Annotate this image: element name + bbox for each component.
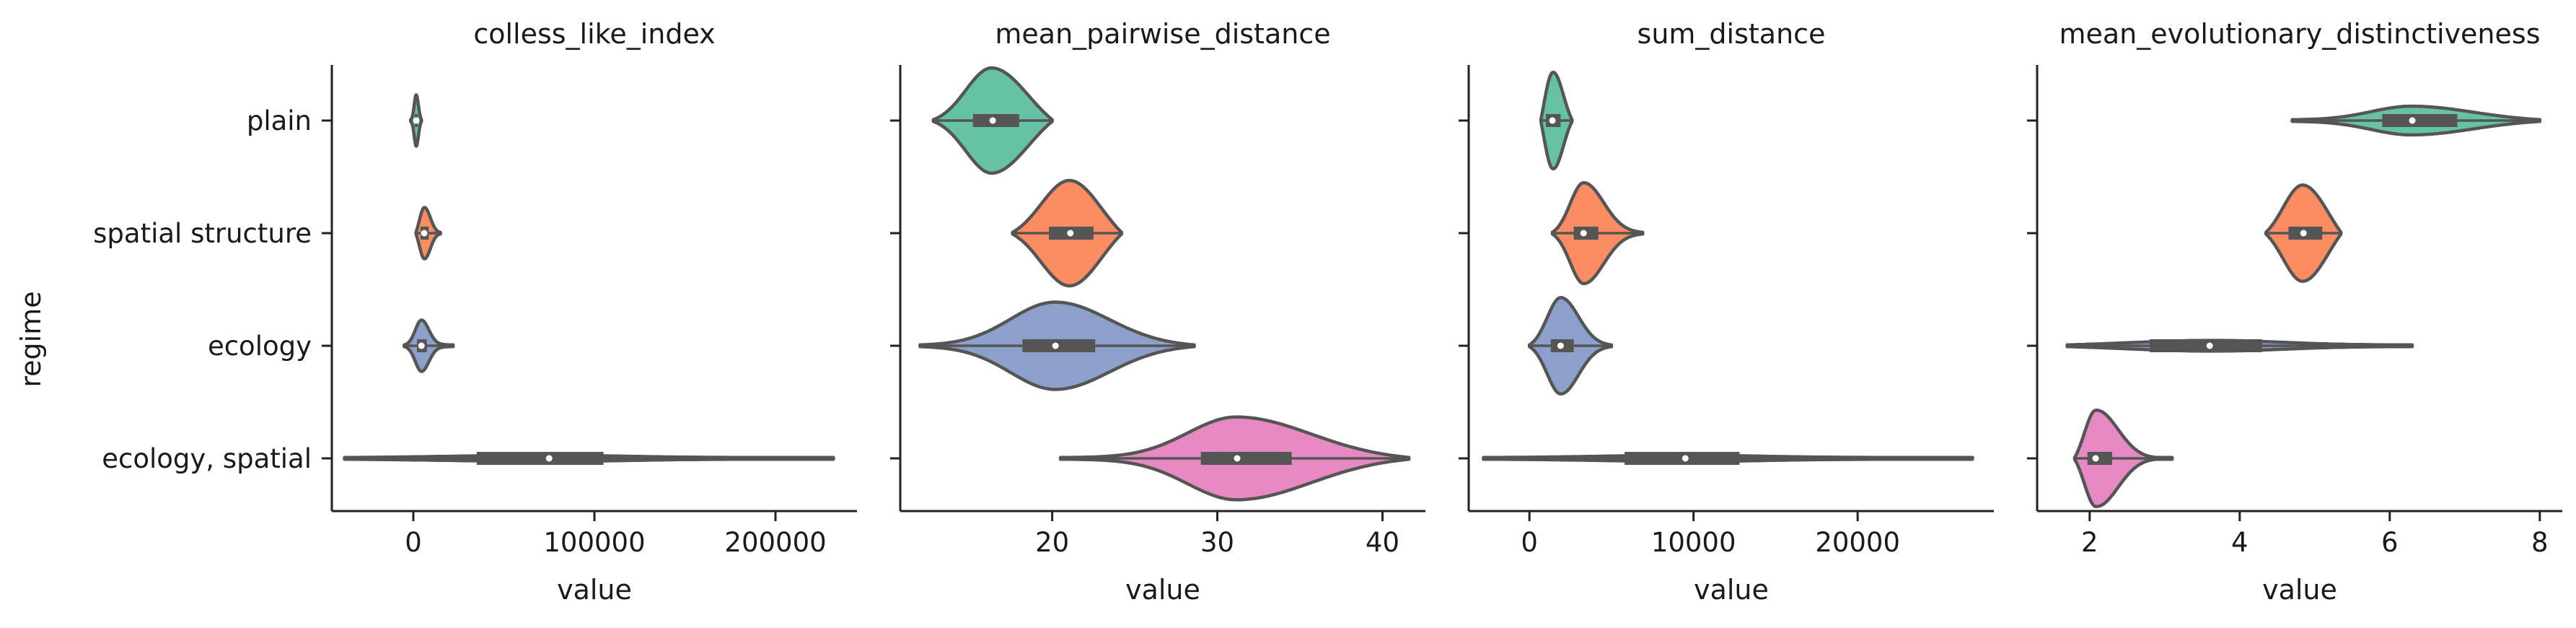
- panel-title: colless_like_index: [473, 18, 715, 50]
- x-tick-label: 20: [1035, 527, 1069, 558]
- violin-ecology-spatial-0: [343, 452, 835, 465]
- violin-ecology-spatial-2: [1482, 452, 1974, 465]
- violin-median-marker: [1682, 455, 1689, 462]
- x-axis-label: value: [1125, 574, 1200, 606]
- violin-iqr-box: [1022, 339, 1096, 352]
- violin-median-marker: [2409, 117, 2416, 124]
- violin-median-marker: [1234, 455, 1241, 462]
- violin-median-marker: [2300, 230, 2307, 237]
- x-tick-label: 2: [2081, 527, 2098, 558]
- x-tick-label: 20000: [1815, 527, 1900, 558]
- violin-ecology-1: [918, 300, 1196, 391]
- x-tick-label: 30: [1200, 527, 1234, 558]
- violin-median-marker: [545, 455, 553, 462]
- violin-iqr-box: [1200, 452, 1292, 465]
- violin-spatial-structure-2: [1550, 180, 1645, 286]
- x-tick-label: 0: [405, 527, 422, 558]
- y-tick-label: spatial structure: [93, 218, 312, 249]
- violin-ecology-spatial-1: [1058, 415, 1411, 502]
- panel-title: sum_distance: [1638, 18, 1826, 50]
- y-tick-label: ecology: [208, 331, 312, 362]
- violin-iqr-box: [972, 114, 1019, 127]
- violin-median-marker: [1052, 342, 1059, 349]
- violin-plain-1: [931, 66, 1054, 175]
- violin-ecology-2: [1527, 296, 1614, 396]
- x-axis-label: value: [557, 574, 632, 606]
- violin-median-marker: [1067, 230, 1074, 237]
- panel-title: mean_evolutionary_distinctiveness: [2059, 18, 2540, 50]
- violin-median-marker: [1557, 342, 1564, 349]
- violin-ecology-3: [2065, 339, 2414, 353]
- panel-title: mean_pairwise_distance: [995, 18, 1330, 50]
- x-axis-label: value: [2262, 574, 2337, 606]
- violin-median-marker: [989, 117, 996, 124]
- violin-median-marker: [2206, 342, 2213, 349]
- violin-spatial-structure-3: [2264, 183, 2343, 283]
- violin-plain-3: [2290, 104, 2542, 137]
- violin-median-marker: [2092, 455, 2099, 462]
- violin-spatial-structure-1: [1011, 178, 1124, 288]
- violin-iqr-box: [2382, 114, 2458, 127]
- violin-plain-0: [408, 93, 423, 148]
- violin-spatial-structure-0: [414, 206, 442, 261]
- violin-iqr-box: [1625, 452, 1740, 465]
- violin-iqr-box: [2150, 339, 2262, 352]
- violin-plain-2: [1539, 71, 1574, 170]
- x-tick-label: 40: [1366, 527, 1399, 558]
- x-tick-label: 200000: [724, 527, 826, 558]
- x-tick-label: 6: [2381, 527, 2399, 558]
- violin-median-marker: [1549, 117, 1556, 124]
- violin-iqr-box: [2087, 452, 2112, 465]
- x-tick-label: 8: [2531, 527, 2549, 558]
- violin-median-marker: [421, 230, 428, 237]
- y-axis-label: regime: [15, 291, 47, 387]
- y-tick-label: plain: [247, 105, 312, 136]
- x-tick-label: 100000: [543, 527, 645, 558]
- violin-median-marker: [1580, 230, 1587, 237]
- violin-ecology-0: [403, 318, 455, 373]
- x-tick-label: 10000: [1651, 527, 1736, 558]
- x-tick-label: 0: [1521, 527, 1538, 558]
- violin-median-marker: [413, 117, 420, 124]
- x-tick-label: 4: [2231, 527, 2248, 558]
- violin-ecology-spatial-3: [2072, 409, 2174, 508]
- y-tick-label: ecology, spatial: [102, 443, 312, 474]
- violin-iqr-box: [476, 452, 604, 465]
- x-axis-label: value: [1694, 574, 1769, 606]
- violin-median-marker: [418, 342, 425, 349]
